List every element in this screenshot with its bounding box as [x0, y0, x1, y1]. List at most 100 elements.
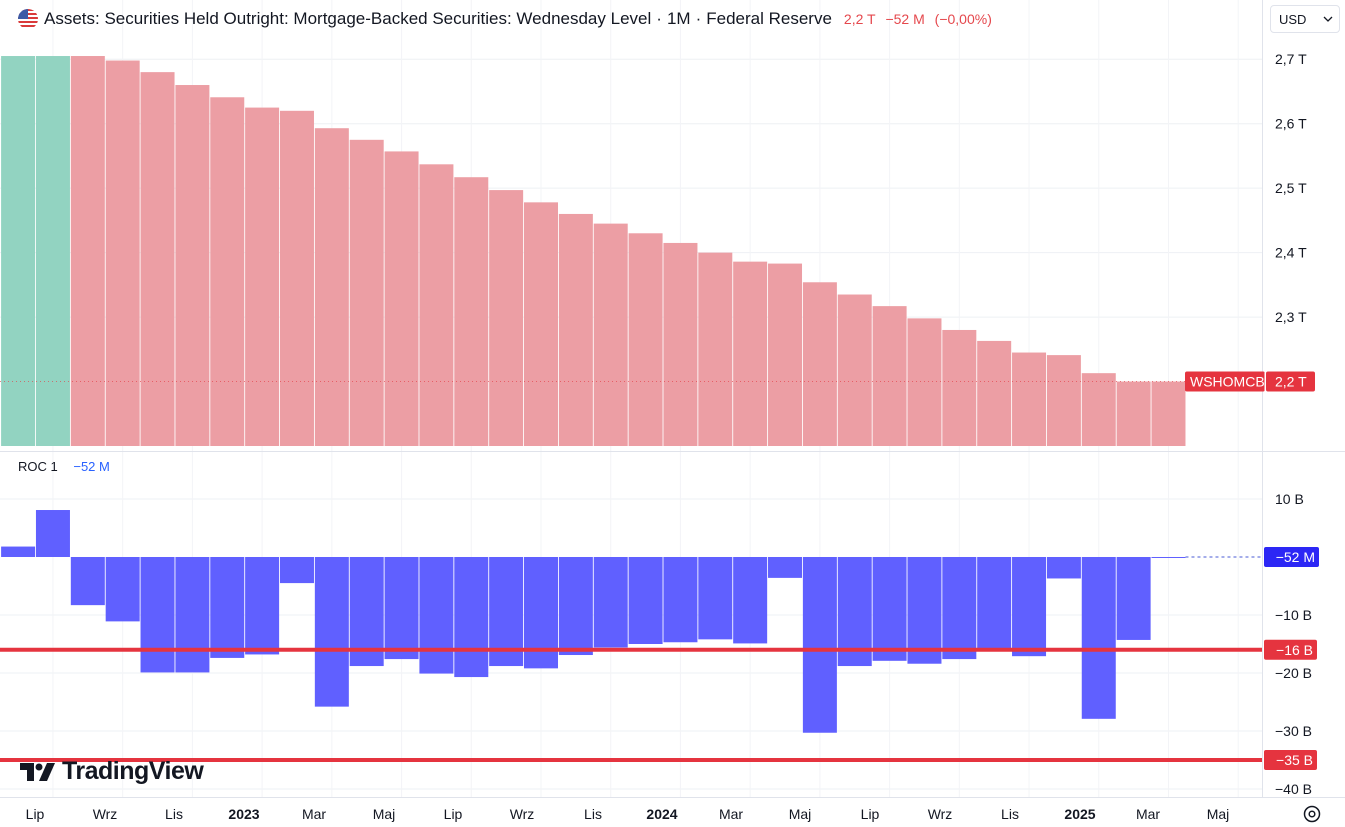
roc-bar: [628, 557, 663, 644]
price-badge-bg: [1266, 371, 1315, 392]
mbs-bar: [593, 223, 628, 446]
mbs-bar: [802, 282, 837, 446]
mbs-bar: [489, 190, 524, 446]
tradingview-logo-icon: [20, 762, 55, 781]
roc-y-axis-tick-label: −30 B: [1275, 723, 1312, 739]
y-axis-tick-label: 2,6 T: [1275, 116, 1307, 132]
roc-value: −52 M: [73, 459, 110, 474]
mbs-bar: [1151, 381, 1186, 446]
mbs-bar: [210, 97, 245, 447]
roc-line-badge-text: −16 B: [1276, 642, 1313, 658]
tradingview-logo[interactable]: TradingView: [20, 757, 204, 786]
roc-bar: [1046, 557, 1081, 579]
roc-bar: [454, 557, 489, 678]
x-axis-label: Mar: [1136, 806, 1160, 822]
roc-y-axis-tick-label: −20 B: [1275, 665, 1312, 681]
price-badge: 2,2 T: [1266, 371, 1315, 392]
legend-values: 2,2 T −52 M (−0,00%): [844, 11, 998, 27]
roc-bar: [279, 557, 314, 584]
x-axis-label: Lis: [584, 806, 602, 822]
x-axis-label: Lis: [165, 806, 183, 822]
mbs-bar: [314, 128, 349, 446]
x-axis-label: 2023: [228, 806, 259, 822]
roc-bar: [314, 557, 349, 707]
series-title: Assets: Securities Held Outright: Mortga…: [44, 9, 652, 28]
mbs-bar: [1046, 355, 1081, 446]
mbs-bar: [140, 72, 175, 447]
mbs-bar: [279, 110, 314, 447]
series-interval[interactable]: 1M: [666, 9, 691, 28]
chevron-down-icon: [1323, 16, 1333, 22]
roc-y-axis-tick-label: 10 B: [1275, 491, 1304, 507]
roc-line-badge: −16 B: [1264, 639, 1317, 660]
roc-current-badge-text: −52 M: [1276, 549, 1315, 565]
roc-current-badge: −52 M: [1264, 547, 1319, 567]
x-axis-label: Mar: [719, 806, 743, 822]
mbs-bar: [558, 213, 593, 446]
mbs-bar: [454, 177, 489, 447]
roc-current-badge-bg: [1264, 547, 1319, 567]
mbs-bar: [419, 164, 454, 446]
mbs-bar: [1012, 352, 1047, 446]
legend-value: 2,2 T: [843, 11, 876, 27]
x-axis-label: Lis: [1001, 806, 1019, 822]
x-axis-label: Lip: [26, 806, 45, 822]
roc-bar: [802, 557, 837, 733]
mbs-bar: [907, 318, 942, 446]
x-axis-label: Wrz: [510, 806, 535, 822]
roc-bar: [384, 557, 419, 660]
roc-legend: ROC 1 −52 M: [18, 459, 110, 474]
y-axis-tick-label: 2,3 T: [1275, 309, 1307, 325]
roc-bar: [942, 557, 977, 660]
roc-bar: [105, 557, 140, 622]
currency-selector[interactable]: USD: [1270, 5, 1340, 33]
roc-bar: [698, 557, 733, 640]
x-axis-label: 2024: [646, 806, 677, 822]
mbs-bar: [1116, 381, 1151, 446]
roc-bar: [419, 557, 454, 674]
mbs-bar: [663, 242, 698, 446]
us-flag-icon: [18, 9, 38, 29]
ticker-badge-bg: [1185, 371, 1265, 392]
mbs-bar: [105, 60, 140, 446]
mbs-bar: [942, 329, 977, 446]
mbs-bar: [1, 56, 36, 446]
mbs-bar: [384, 151, 419, 447]
y-axis-tick-label: 2,7 T: [1275, 51, 1307, 67]
roc-bar: [1, 546, 36, 557]
mbs-bar: [524, 202, 558, 446]
legend-change-pct: (−0,00%): [934, 11, 992, 27]
roc-bar: [140, 557, 175, 673]
roc-line-badge: −35 B: [1264, 750, 1317, 770]
roc-bar: [1012, 557, 1047, 657]
mbs-bar: [872, 306, 907, 446]
roc-bar: [593, 557, 628, 648]
logo-text: TradingView: [62, 757, 204, 785]
x-axis-label: Wrz: [93, 806, 118, 822]
x-axis-label: Maj: [373, 806, 396, 822]
x-axis-label: Lip: [444, 806, 463, 822]
roc-name[interactable]: ROC 1: [18, 459, 58, 474]
roc-bar: [1116, 557, 1151, 640]
roc-bar: [733, 557, 768, 644]
roc-y-axis-tick-label: −10 B: [1275, 607, 1312, 623]
roc-bar: [872, 557, 907, 661]
series-source: Federal Reserve: [706, 9, 832, 28]
mbs-bar: [175, 85, 210, 447]
roc-line-badge-text: −35 B: [1276, 752, 1313, 768]
roc-line-badge-bg: [1264, 639, 1317, 660]
roc-bar: [1151, 557, 1186, 558]
y-axis-tick-label: 2,5 T: [1275, 180, 1307, 196]
roc-bar: [1081, 557, 1116, 719]
settings-gear-icon[interactable]: [1301, 803, 1323, 825]
mbs-bar: [837, 294, 872, 446]
roc-bar: [35, 510, 70, 557]
roc-bar: [907, 557, 942, 664]
x-axis-label: Mar: [302, 806, 326, 822]
roc-bar: [768, 557, 803, 578]
currency-label: USD: [1279, 11, 1307, 27]
roc-bar: [558, 557, 593, 656]
mbs-bar: [70, 56, 105, 446]
x-axis-label: Lip: [861, 806, 880, 822]
